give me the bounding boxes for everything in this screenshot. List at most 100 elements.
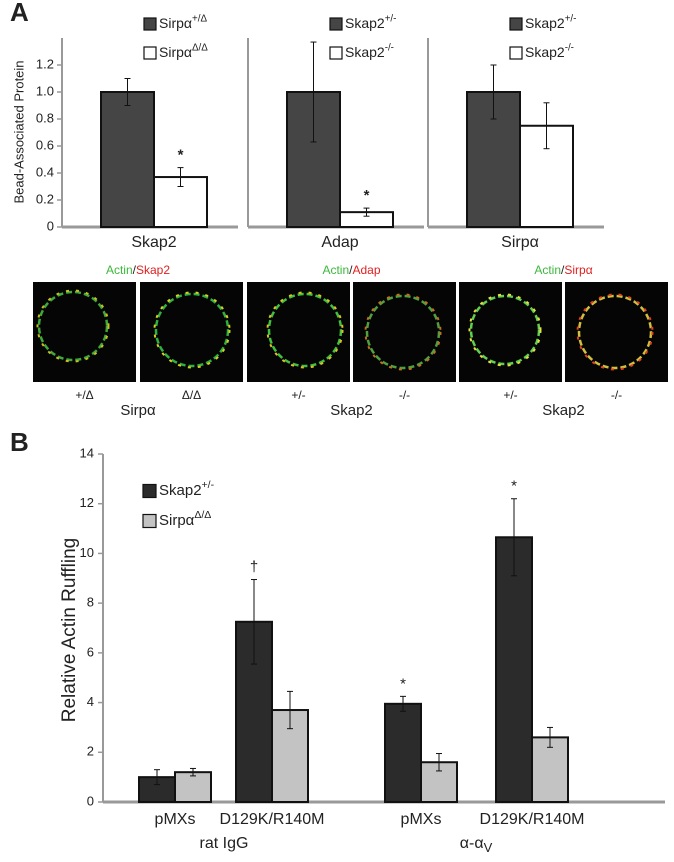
legend-name: Skap2 — [525, 15, 565, 31]
significance-marker: * — [511, 478, 517, 495]
micrograph-ring — [266, 291, 344, 369]
stain-separator: / — [349, 263, 353, 277]
y-tick-label: 0.4 — [36, 164, 54, 179]
y-tick-label: 6 — [87, 644, 94, 659]
y-tick-label: 8 — [87, 595, 94, 610]
legend-label: SirpαΔ/Δ — [159, 42, 208, 60]
significance-marker: † — [250, 558, 258, 575]
error-bar — [436, 753, 442, 772]
genotype-group-label: Skap2 — [542, 402, 585, 419]
stain-actin: Actin — [106, 263, 133, 277]
legend-name: Skap2 — [525, 44, 565, 60]
error-bar — [310, 41, 317, 143]
y-tick-label: 4 — [87, 694, 94, 709]
y-tick-label: 2 — [87, 744, 94, 759]
genotype-group-label: Skap2 — [330, 402, 373, 419]
legend-swatch — [329, 46, 343, 60]
legend-swatch — [329, 17, 343, 31]
significance-marker: * — [364, 187, 370, 204]
significance-marker: * — [400, 675, 406, 692]
group-label-text: rat IgG — [200, 835, 249, 852]
stain-actin: Actin — [534, 263, 561, 277]
legend-superscript: +/Δ — [192, 13, 207, 24]
legend-swatch — [509, 46, 523, 60]
error-bar — [400, 695, 406, 712]
micrograph — [33, 282, 136, 382]
legend-name: Sirpα — [159, 15, 192, 31]
stain-separator: / — [561, 263, 565, 277]
bar — [100, 91, 155, 228]
panel-label: B — [10, 427, 29, 457]
legend-swatch — [509, 17, 523, 31]
micrograph — [247, 282, 350, 382]
y-tick-label: 10 — [80, 545, 94, 560]
y-axis-title: Relative Actin Ruffling — [59, 538, 80, 722]
legend-name: Sirpα — [159, 44, 192, 60]
bar — [495, 536, 533, 803]
micrograph-ring — [468, 293, 542, 367]
error-bar — [543, 102, 550, 150]
genotype-label: Δ/Δ — [182, 388, 201, 402]
stain-label: Actin/Skap2 — [106, 263, 170, 277]
genotype-label: +/- — [503, 388, 517, 402]
legend-name: Sirpα — [159, 512, 195, 529]
legend-swatch — [142, 483, 157, 499]
bar — [531, 736, 569, 803]
stain-label: Actin/Adap — [322, 263, 380, 277]
stain-separator: / — [133, 263, 137, 277]
x-tick-label: Adap — [321, 234, 358, 251]
legend-superscript: Δ/Δ — [194, 509, 211, 521]
legend-swatch — [143, 46, 157, 60]
legend-name: Skap2 — [159, 482, 202, 499]
y-tick-label: 0.2 — [36, 191, 54, 206]
legend-superscript: Δ/Δ — [192, 42, 208, 53]
stain-actin: Actin — [322, 263, 349, 277]
micrograph-ring — [36, 289, 110, 363]
legend-label: Sirpα+/Δ — [159, 13, 207, 31]
bar — [174, 771, 212, 804]
x-tick-label: Sirpα — [501, 234, 539, 251]
group-label: α-αV — [460, 835, 493, 855]
micrograph-ring — [37, 290, 109, 362]
legend-superscript: +/- — [565, 13, 577, 24]
stain-target: Adap — [353, 263, 381, 277]
x-tick-label: D129K/R140M — [220, 811, 325, 828]
legend-superscript: -/- — [385, 42, 394, 53]
y-tick-label: 12 — [80, 495, 94, 510]
bar — [384, 702, 422, 803]
legend-label: SirpαΔ/Δ — [159, 509, 211, 529]
x-tick-label: D129K/R140M — [480, 811, 585, 828]
micrograph-ring — [364, 293, 442, 371]
y-tick-label: 0.8 — [36, 110, 54, 125]
legend-name: Skap2 — [345, 44, 385, 60]
micrograph-ring — [154, 292, 230, 368]
significance-marker: * — [178, 147, 184, 164]
genotype-label: -/- — [611, 388, 622, 402]
error-bar — [177, 167, 184, 187]
legend-label: Skap2-/- — [525, 42, 574, 60]
genotype-group-label: Sirpα — [120, 402, 156, 419]
legend-label: Skap2+/- — [159, 479, 215, 499]
y-tick-label: 0.6 — [36, 137, 54, 152]
micrograph-ring — [267, 292, 343, 368]
x-tick-label: Skap2 — [131, 234, 176, 251]
error-bar — [190, 767, 196, 777]
error-bar — [490, 64, 497, 120]
panel-label: A — [10, 0, 29, 27]
micrograph-ring — [365, 294, 441, 370]
genotype-label: +/Δ — [75, 388, 93, 402]
micrograph-ring — [577, 294, 653, 370]
legend-label: Skap2+/- — [345, 13, 396, 31]
group-label: rat IgG — [200, 835, 249, 852]
y-tick-label: 1.2 — [36, 56, 54, 71]
stain-target: Sirpα — [564, 263, 592, 277]
genotype-label: +/- — [291, 388, 305, 402]
legend-superscript: -/- — [565, 42, 574, 53]
micrograph-ring — [576, 293, 654, 371]
legend-superscript: +/- — [385, 13, 397, 24]
y-tick-label: 1.0 — [36, 83, 54, 98]
legend-superscript: +/- — [202, 479, 215, 491]
x-tick-label: pMXs — [401, 811, 442, 828]
stain-target: Skap2 — [136, 263, 170, 277]
